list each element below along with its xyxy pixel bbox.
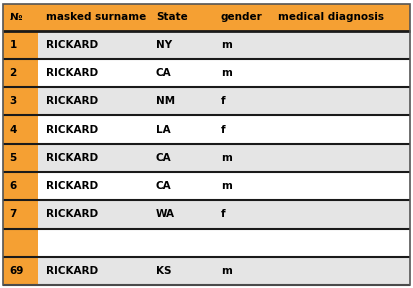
Text: 69: 69 xyxy=(9,266,24,276)
Bar xyxy=(3,257,38,285)
Text: gender: gender xyxy=(221,12,263,22)
Text: RICKARD: RICKARD xyxy=(46,40,98,50)
Text: NM: NM xyxy=(156,96,175,106)
Text: CA: CA xyxy=(156,68,171,78)
Text: NY: NY xyxy=(156,40,172,50)
Bar xyxy=(3,4,410,31)
Text: f: f xyxy=(221,209,225,219)
Text: KS: KS xyxy=(156,266,171,276)
Text: RICKARD: RICKARD xyxy=(46,153,98,163)
Text: RICKARD: RICKARD xyxy=(46,96,98,106)
Bar xyxy=(3,115,410,144)
Text: RICKARD: RICKARD xyxy=(46,266,98,276)
Bar xyxy=(3,59,38,87)
Text: 7: 7 xyxy=(9,209,17,219)
Bar xyxy=(3,172,38,200)
Text: 6: 6 xyxy=(9,181,17,191)
Text: №: № xyxy=(9,12,22,22)
Text: CA: CA xyxy=(156,181,171,191)
Bar xyxy=(3,144,410,172)
Text: m: m xyxy=(221,266,232,276)
Text: CA: CA xyxy=(156,153,171,163)
Text: RICKARD: RICKARD xyxy=(46,181,98,191)
Text: 4: 4 xyxy=(9,125,17,134)
Bar xyxy=(3,144,38,172)
Text: 5: 5 xyxy=(9,153,17,163)
Bar xyxy=(3,200,410,229)
Text: 3: 3 xyxy=(9,96,17,106)
Text: RICKARD: RICKARD xyxy=(46,209,98,219)
Text: m: m xyxy=(221,181,232,191)
Bar xyxy=(3,229,38,257)
Text: m: m xyxy=(221,153,232,163)
Bar xyxy=(3,31,410,59)
Bar xyxy=(3,172,410,200)
Text: f: f xyxy=(221,96,225,106)
Text: medical diagnosis: medical diagnosis xyxy=(278,12,384,22)
Bar xyxy=(3,87,38,115)
Text: LA: LA xyxy=(156,125,171,134)
Text: WA: WA xyxy=(156,209,175,219)
Bar xyxy=(3,87,410,115)
Text: State: State xyxy=(156,12,188,22)
Bar xyxy=(3,200,38,229)
Text: RICKARD: RICKARD xyxy=(46,125,98,134)
Text: masked surname: masked surname xyxy=(46,12,146,22)
Text: m: m xyxy=(221,40,232,50)
Text: m: m xyxy=(221,68,232,78)
Bar xyxy=(3,229,410,257)
Bar xyxy=(3,59,410,87)
Text: f: f xyxy=(221,125,225,134)
Bar xyxy=(3,31,38,59)
Text: RICKARD: RICKARD xyxy=(46,68,98,78)
Bar xyxy=(3,115,38,144)
Bar xyxy=(3,257,410,285)
Text: 1: 1 xyxy=(9,40,17,50)
Text: 2: 2 xyxy=(9,68,17,78)
